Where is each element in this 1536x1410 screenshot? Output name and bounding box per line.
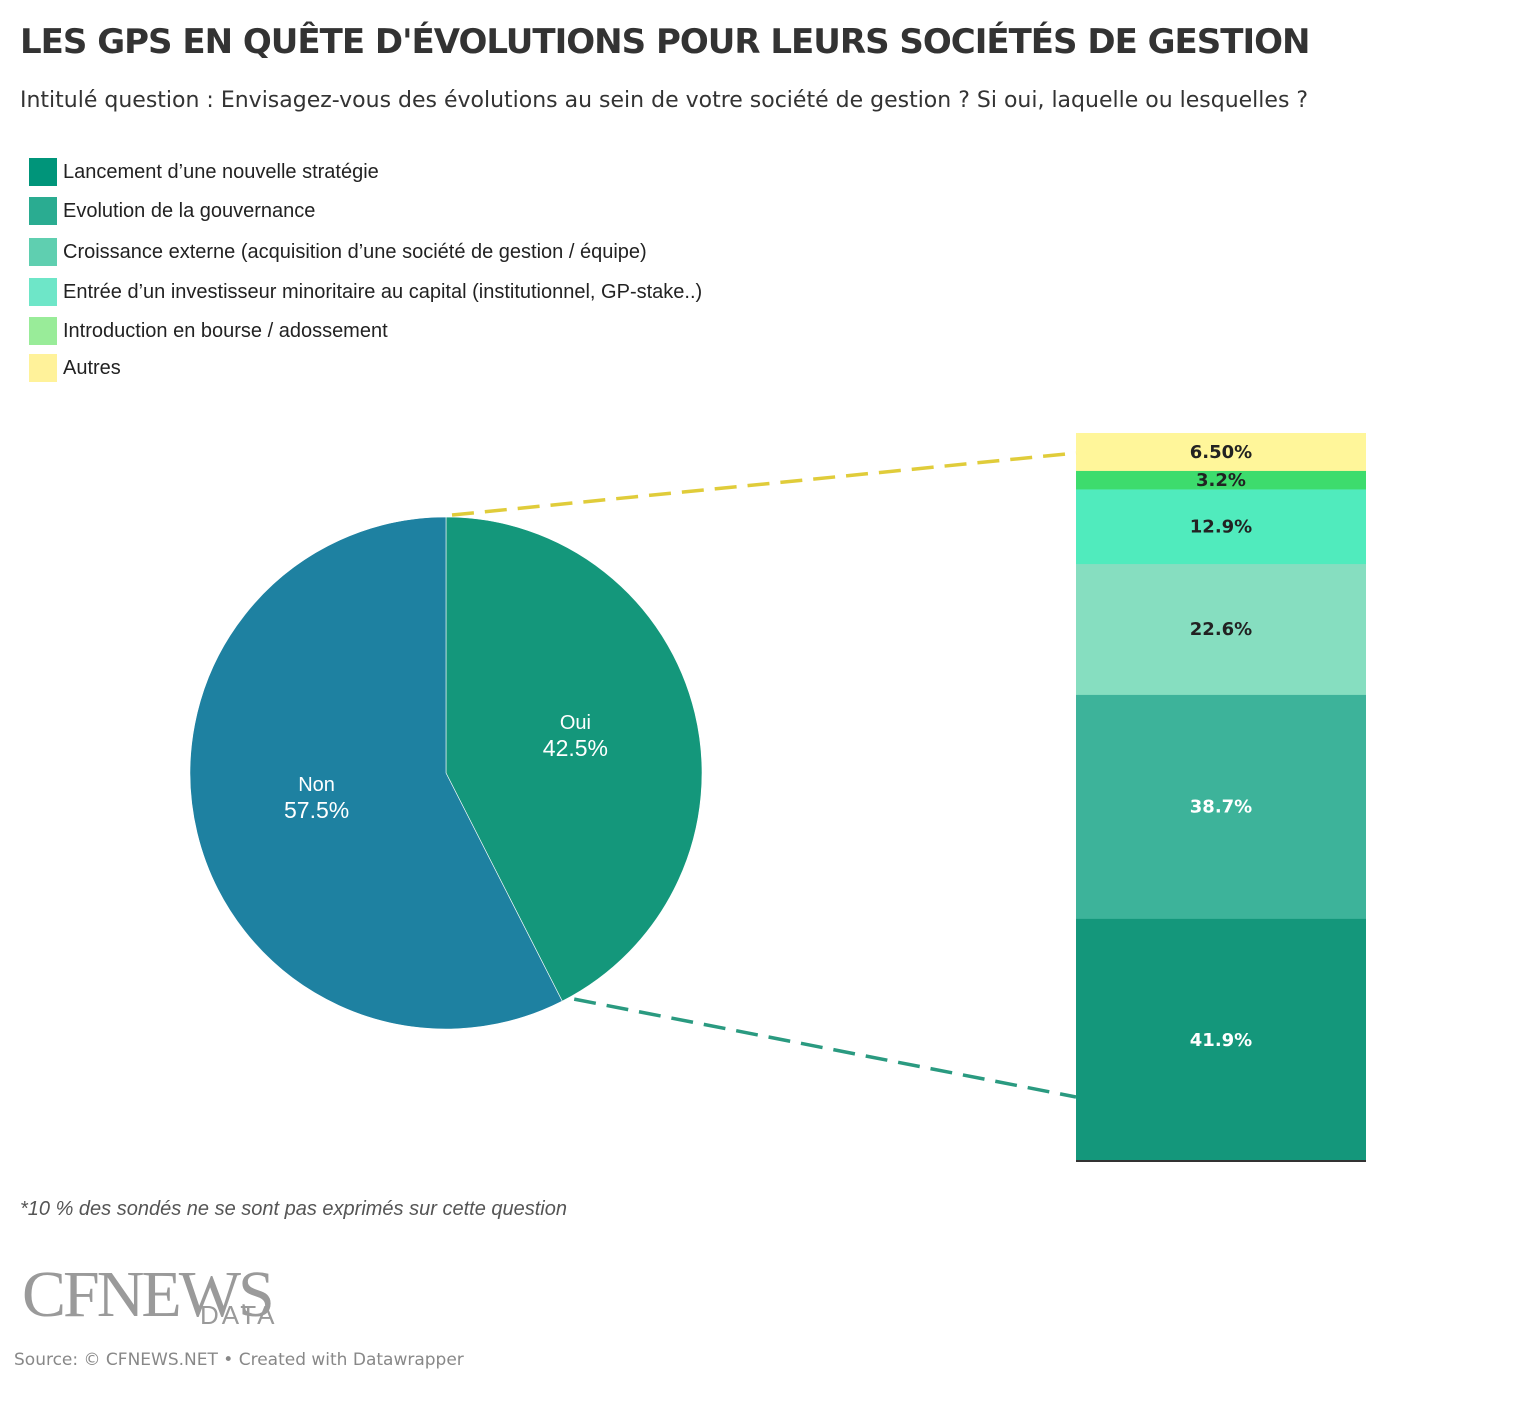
pie-slice-oui: [445, 516, 703, 1002]
connector-line-bottom: [573, 997, 1077, 1099]
bar-value-label-3: 22.6%: [1190, 619, 1252, 640]
pie-value-oui: 42.5%: [543, 735, 608, 761]
bar-segment-6: [1076, 433, 1366, 471]
footnote: *10 % des sondés ne se sont pas exprimés…: [20, 1198, 567, 1220]
bar-value-label-1: 41.9%: [1190, 1030, 1252, 1051]
pie-label-non: Non: [298, 774, 335, 796]
legend-item-autres: Autres: [29, 354, 121, 382]
legend-item-gouvernance: Evolution de la gouvernance: [29, 197, 315, 225]
bar-value-label-5: 3.2%: [1196, 470, 1246, 491]
chart-subtitle: Intitulé question : Envisagez-vous des é…: [20, 88, 1309, 113]
bar-value-label-6: 6.50%: [1190, 442, 1252, 463]
pie-slice-non: [189, 516, 563, 1030]
legend-item-croissance-externe: Croissance externe (acquisition d’une so…: [29, 238, 647, 266]
legend-label: Evolution de la gouvernance: [63, 199, 316, 222]
source-credit: Source: © CFNEWS.NET • Created with Data…: [14, 1350, 464, 1370]
legend-swatch: [29, 238, 57, 266]
legend-label: Autres: [63, 356, 121, 379]
legend-label: Croissance externe (acquisition d’une so…: [63, 240, 647, 263]
bar-segment-3: [1076, 563, 1366, 695]
legend-item-introduction-bourse: Introduction en bourse / adossement: [29, 317, 388, 345]
legend-swatch: [29, 354, 57, 382]
legend-label: Entrée d’un investisseur minoritaire au …: [63, 280, 703, 303]
bar-segment-2: [1076, 694, 1366, 919]
bar-segment-5: [1076, 470, 1366, 490]
chart-title: LES GPS EN QUÊTE D'ÉVOLUTIONS POUR LEURS…: [20, 22, 1310, 62]
connector-line-top: [451, 451, 1077, 517]
legend-swatch: [29, 197, 57, 225]
legend-label: Introduction en bourse / adossement: [63, 319, 388, 342]
legend-item-nouvelle-strategie: Lancement d’une nouvelle stratégie: [29, 158, 379, 186]
bar-value-label-4: 12.9%: [1190, 516, 1252, 537]
logo-sub-text: DATA: [200, 1300, 278, 1330]
legend-item-investisseur-minoritaire: Entrée d’un investisseur minoritaire au …: [29, 278, 702, 306]
legend-swatch: [29, 317, 57, 345]
logo-main-text: CFNEWS: [22, 1258, 275, 1331]
bar-segment-1: [1076, 918, 1366, 1162]
legend-swatch: [29, 278, 57, 306]
legend-swatch: [29, 158, 57, 186]
legend: Lancement d’une nouvelle stratégie Evolu…: [29, 0, 929, 400]
cfnews-data-logo: CFNEWS DATA: [22, 1258, 302, 1331]
pie-label-oui: Oui: [560, 712, 591, 734]
legend-label: Lancement d’une nouvelle stratégie: [63, 160, 379, 183]
bar-value-label-2: 38.7%: [1190, 797, 1252, 818]
bar-segment-4: [1076, 489, 1366, 565]
pie-value-non: 57.5%: [284, 797, 349, 823]
